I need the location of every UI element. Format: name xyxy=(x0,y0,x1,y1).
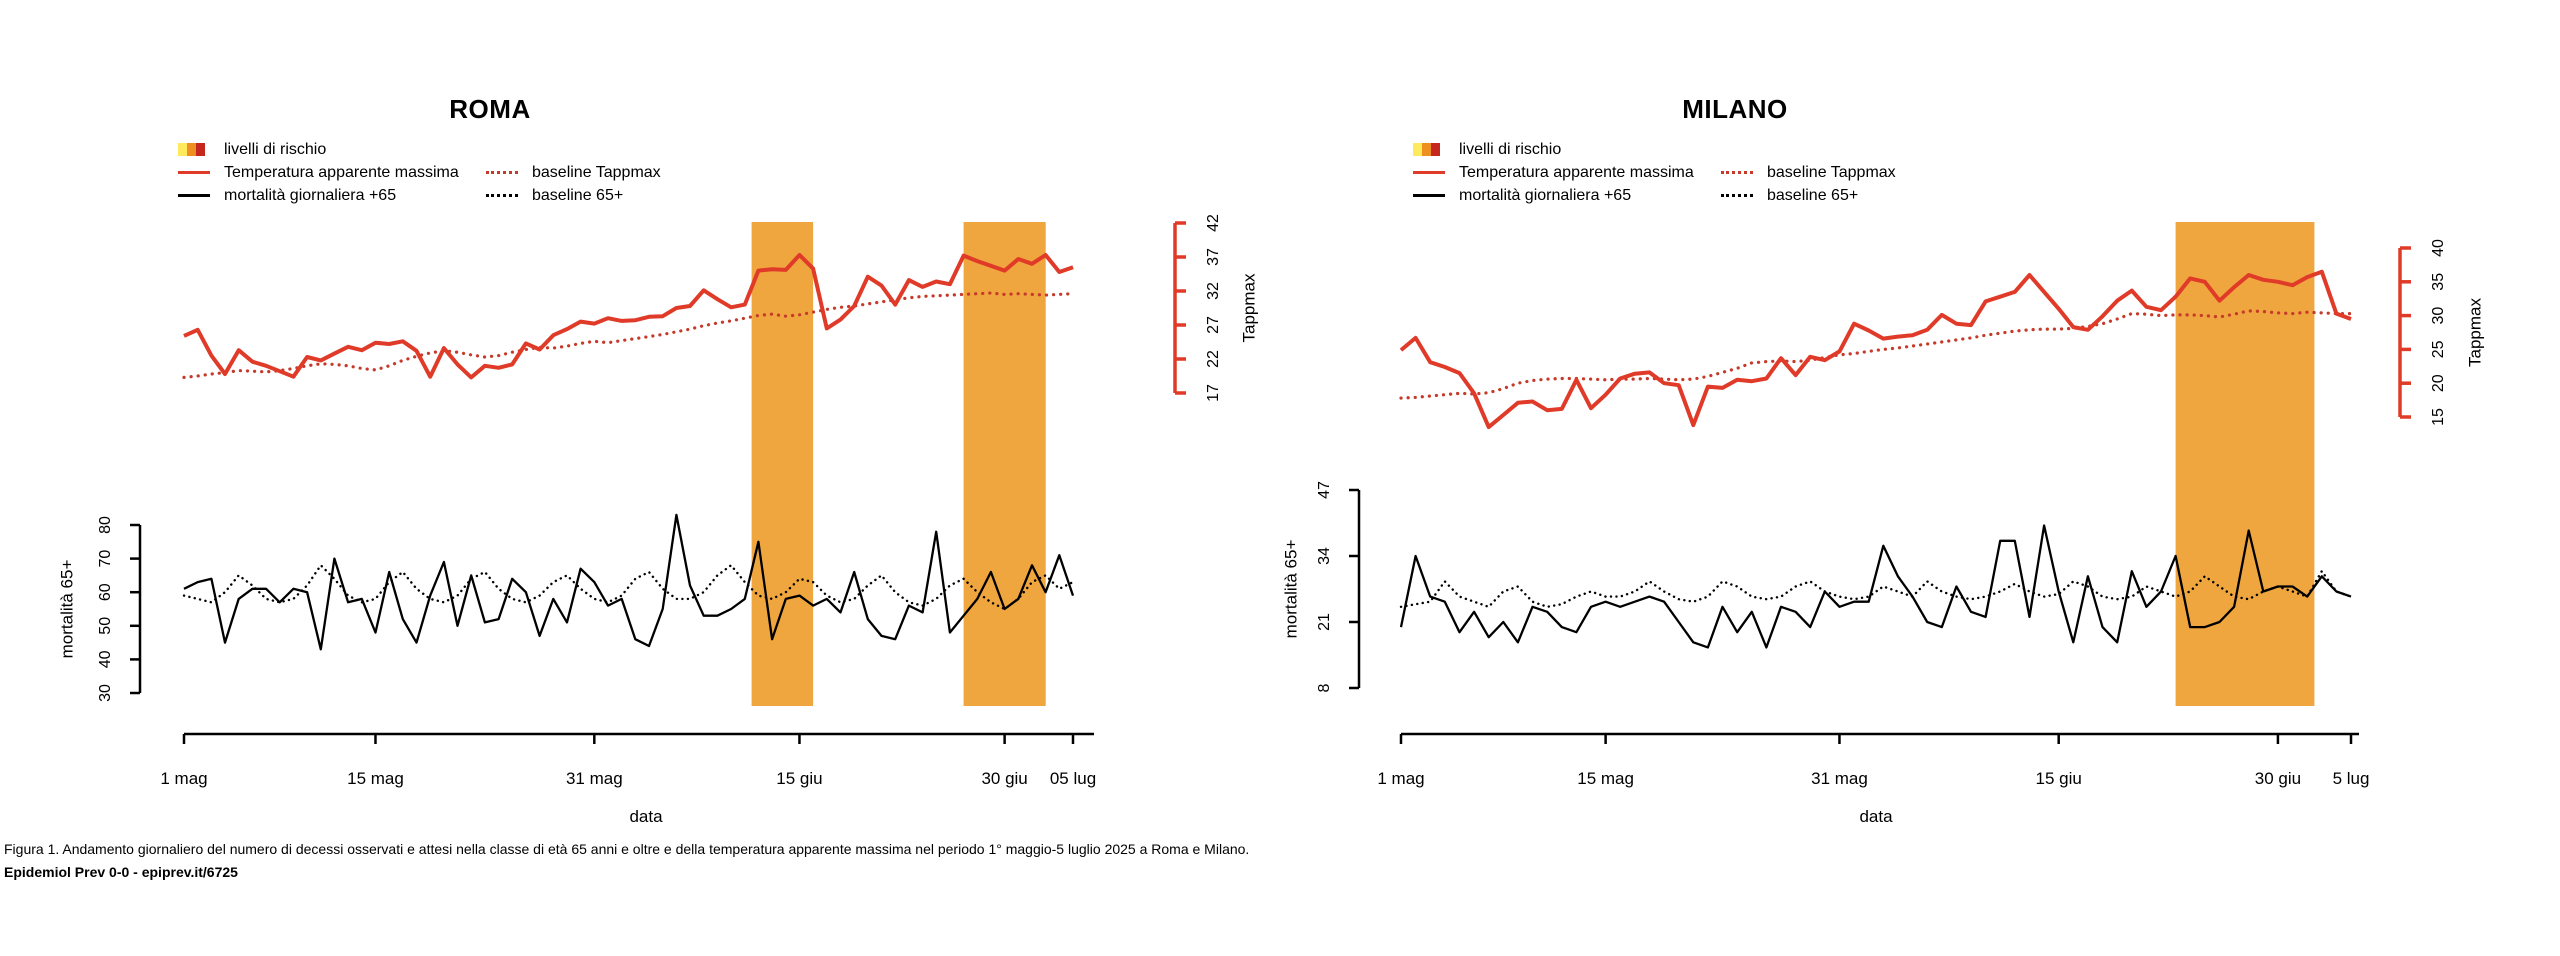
legend-temp-label: Temperatura apparente massima xyxy=(224,164,459,181)
mortality-axis-title: mortalità 65+ xyxy=(1281,540,1300,639)
baseline-tappmax-line xyxy=(182,291,1075,379)
x-axis-title: data xyxy=(629,807,663,826)
mortality-axis-tick-label: 21 xyxy=(1316,613,1333,631)
x-axis-title: data xyxy=(1859,807,1893,826)
chart-title-milano: MILANO xyxy=(1682,93,1788,124)
x-axis-tick-label: 15 giu xyxy=(776,769,822,788)
mortality-axis-tick-label: 50 xyxy=(97,617,114,635)
chart-roma: 17 22 27 32 37 42 Tappmax 30 40 50 60 70 80 mortalità… xyxy=(57,214,1258,826)
legend-milano: livelli di rischio Temperatura apparente… xyxy=(1413,138,1896,207)
legend-roma: livelli di rischio Temperatura apparente… xyxy=(178,138,661,207)
temp-axis-tick-label: 42 xyxy=(1205,214,1222,232)
panel-roma: 17 22 27 32 37 42 Tappmax 30 40 50 60 70 80 mortalità… xyxy=(0,0,1280,830)
x-axis-tick-label: 1 mag xyxy=(160,769,207,788)
tappmax-line xyxy=(183,253,1074,380)
legend-mort-baseline-label: baseline 65+ xyxy=(1767,187,1859,204)
mortality-line xyxy=(183,513,1075,651)
figure-source: Epidemiol Prev 0-0 - epiprev.it/6725 xyxy=(4,864,238,880)
mortality-baseline-sample xyxy=(1721,184,1767,207)
mortality-axis-tick-label: 47 xyxy=(1316,481,1333,499)
temp-axis-tick-label: 22 xyxy=(1205,350,1222,368)
panel-milano: 15 20 25 30 35 40 Tappmax 8 21 34 47 mortalità 65+ 1… xyxy=(1280,0,2560,830)
mortality-line xyxy=(1399,524,2352,649)
mortality-baseline-sample xyxy=(486,184,532,207)
temp-axis-tick-label: 30 xyxy=(2430,307,2447,325)
x-axis-tick-label: 15 mag xyxy=(1577,769,1634,788)
tappmax-line xyxy=(1399,269,2352,430)
temp-axis-tick-label: 32 xyxy=(1205,282,1222,300)
chart-title-roma: ROMA xyxy=(449,93,531,124)
x-axis-tick-label: 30 giu xyxy=(2255,769,2301,788)
risk-swatch-yellow xyxy=(178,143,187,156)
mortality-line-sample xyxy=(1413,184,1459,207)
chart-milano: 15 20 25 30 35 40 Tappmax 8 21 34 47 mortalità 65+ 1… xyxy=(1281,222,2484,826)
x-axis-tick-label: 31 mag xyxy=(566,769,623,788)
temp-line-sample xyxy=(178,161,224,184)
temp-axis-tick-label: 27 xyxy=(1205,316,1222,334)
x-axis-tick-label: 1 mag xyxy=(1377,769,1424,788)
mortality-axis-tick-label: 8 xyxy=(1316,683,1333,692)
x-axis-tick-label: 5 lug xyxy=(2333,769,2370,788)
temp-axis-tick-label: 35 xyxy=(2430,273,2447,291)
mortality-axis-tick-label: 80 xyxy=(97,516,114,534)
x-axis-tick-label: 15 mag xyxy=(347,769,404,788)
legend-temp-label: Temperatura apparente massima xyxy=(1459,164,1694,181)
legend-risk-label: livelli di rischio xyxy=(224,141,327,158)
x-axis-tick-label: 15 giu xyxy=(2036,769,2082,788)
baseline-mortality-line xyxy=(1399,568,2353,609)
temp-axis-tick-label: 40 xyxy=(2430,239,2447,257)
temp-line-sample xyxy=(1413,161,1459,184)
risk-swatch-red xyxy=(196,143,205,156)
mortality-axis-tick-label: 30 xyxy=(97,684,114,702)
mortality-axis-tick-label: 60 xyxy=(97,583,114,601)
risk-swatch-red xyxy=(1431,143,1440,156)
temp-axis-tick-label: 15 xyxy=(2430,408,2447,426)
mortality-axis-tick-label: 70 xyxy=(97,550,114,568)
temp-baseline-sample xyxy=(1721,161,1767,184)
mortality-axis-tick-label: 40 xyxy=(97,650,114,668)
x-axis-tick-label: 30 giu xyxy=(981,769,1027,788)
figure-caption: Figura 1. Andamento giornaliero del nume… xyxy=(4,841,1250,857)
mortality-line-sample xyxy=(178,184,224,207)
temp-axis-title: Tappmax xyxy=(2465,298,2484,367)
baseline-mortality-line xyxy=(182,563,1075,611)
x-axis-tick-label: 05 lug xyxy=(1050,769,1096,788)
x-axis-tick-label: 31 mag xyxy=(1811,769,1868,788)
mortality-axis-title: mortalità 65+ xyxy=(57,560,76,659)
risk-band xyxy=(751,222,814,706)
temp-baseline-sample xyxy=(486,161,532,184)
risk-swatch-orange xyxy=(1422,143,1431,156)
risk-levels-swatch xyxy=(1413,138,1459,161)
legend-mort-label: mortalità giornaliera +65 xyxy=(1459,187,1632,204)
risk-swatch-yellow xyxy=(1413,143,1422,156)
temp-axis-tick-label: 17 xyxy=(1205,384,1222,402)
legend-risk-label: livelli di rischio xyxy=(1459,141,1562,158)
temp-axis-tick-label: 25 xyxy=(2430,340,2447,358)
mortality-axis-tick-label: 34 xyxy=(1316,547,1333,565)
chart-panels: 17 22 27 32 37 42 Tappmax 30 40 50 60 70 80 mortalità… xyxy=(0,0,2560,830)
baseline-tappmax-line xyxy=(1399,309,2353,400)
temp-axis-tick-label: 20 xyxy=(2430,374,2447,392)
legend-mort-label: mortalità giornaliera +65 xyxy=(224,187,397,204)
legend-temp-baseline-label: baseline Tappmax xyxy=(532,164,661,181)
temp-axis-tick-label: 37 xyxy=(1205,248,1222,266)
risk-swatch-orange xyxy=(187,143,196,156)
temp-axis-title: Tappmax xyxy=(1239,273,1258,342)
risk-band xyxy=(963,222,1046,706)
legend-mort-baseline-label: baseline 65+ xyxy=(532,187,624,204)
legend-temp-baseline-label: baseline Tappmax xyxy=(1767,164,1896,181)
risk-levels-swatch xyxy=(178,138,224,161)
risk-band xyxy=(2175,222,2315,706)
